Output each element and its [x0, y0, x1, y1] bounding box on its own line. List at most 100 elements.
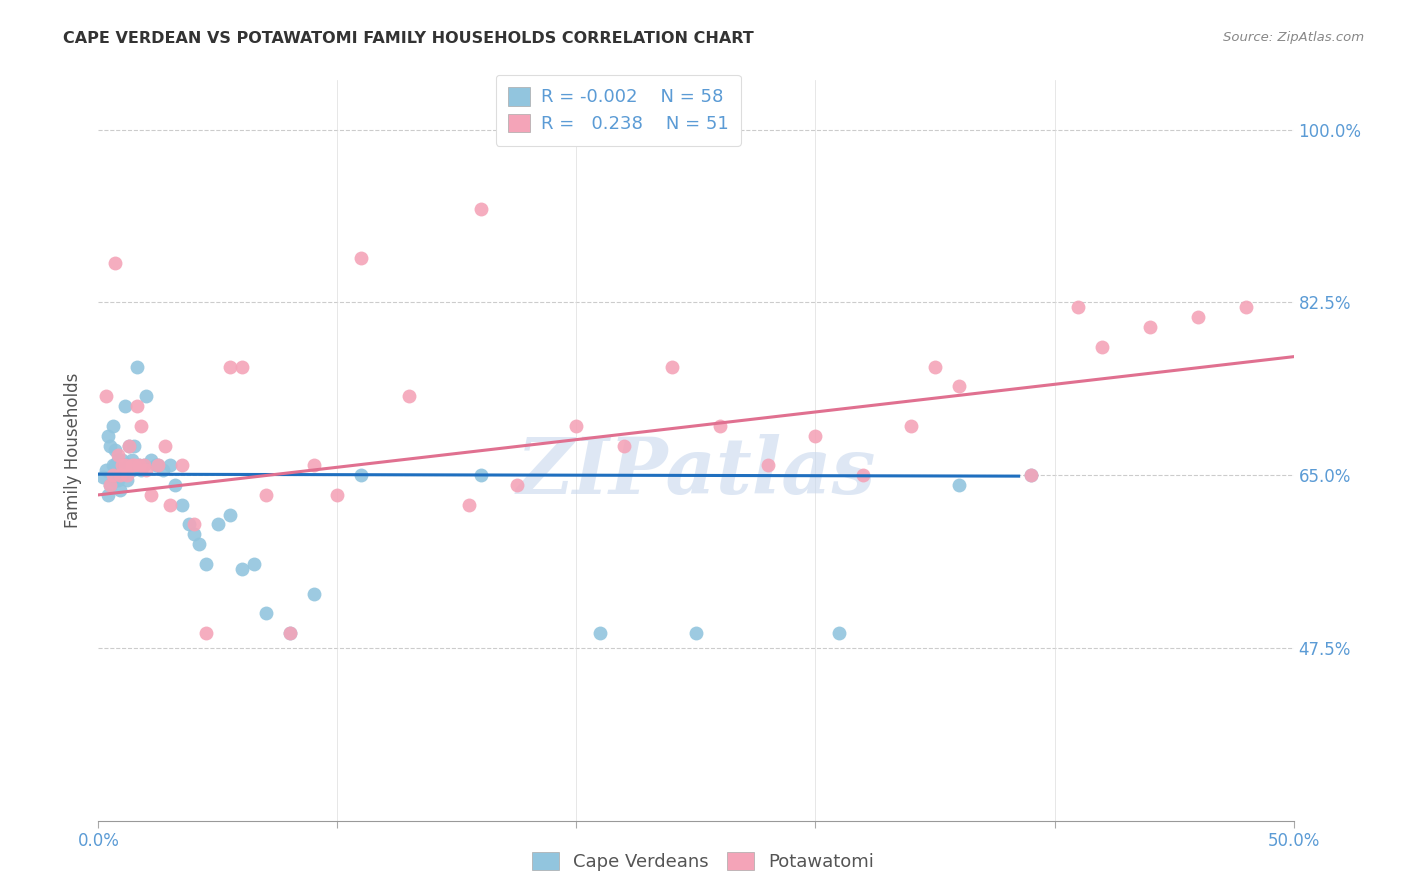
Point: [148, 458, 170, 473]
Legend: R = -0.002    N = 58, R =   0.238    N = 51: R = -0.002 N = 58, R = 0.238 N = 51: [495, 75, 741, 145]
Point: [111, 458, 134, 473]
Point: [125, 399, 148, 413]
Point: [243, 557, 266, 571]
Point: [107, 449, 129, 463]
Point: [118, 438, 141, 452]
Point: [145, 458, 167, 473]
Point: [135, 463, 157, 477]
Point: [159, 498, 181, 512]
Point: [124, 438, 146, 452]
Point: [1067, 301, 1090, 315]
Point: [104, 458, 127, 473]
Point: [104, 443, 127, 458]
Point: [128, 458, 150, 473]
Point: [94, 389, 117, 403]
Point: [470, 468, 492, 483]
Point: [152, 463, 174, 477]
Point: [231, 562, 253, 576]
Text: CAPE VERDEAN VS POTAWATOMI FAMILY HOUSEHOLDS CORRELATION CHART: CAPE VERDEAN VS POTAWATOMI FAMILY HOUSEH…: [63, 31, 754, 46]
Point: [107, 473, 129, 487]
Point: [172, 458, 194, 473]
Point: [350, 468, 373, 483]
Point: [470, 202, 492, 216]
Point: [948, 379, 970, 393]
Point: [852, 468, 875, 483]
Point: [101, 468, 124, 483]
Point: [121, 463, 143, 477]
Point: [111, 458, 134, 473]
Point: [804, 428, 827, 442]
Point: [124, 458, 146, 473]
Point: [326, 488, 349, 502]
Point: [97, 428, 120, 442]
Point: [900, 418, 922, 433]
Point: [97, 488, 120, 502]
Point: [183, 527, 205, 541]
Point: [506, 478, 529, 492]
Point: [1187, 310, 1209, 325]
Point: [207, 517, 229, 532]
Point: [398, 389, 420, 403]
Point: [114, 458, 136, 473]
Point: [159, 458, 181, 473]
Point: [131, 418, 153, 433]
Point: [135, 389, 157, 403]
Point: [756, 458, 779, 473]
Point: [104, 473, 127, 487]
Point: [107, 453, 129, 467]
Point: [1234, 301, 1257, 315]
Point: [139, 453, 162, 467]
Point: [350, 251, 373, 265]
Point: [91, 470, 114, 484]
Point: [118, 458, 141, 473]
Point: [458, 498, 481, 512]
Point: [302, 458, 325, 473]
Point: [219, 508, 242, 522]
Text: ZIPatlas: ZIPatlas: [516, 434, 876, 511]
Point: [1019, 468, 1042, 483]
Point: [163, 478, 186, 492]
Point: [302, 586, 325, 600]
Point: [107, 458, 129, 473]
Point: [1091, 340, 1114, 354]
Point: [128, 458, 150, 473]
Point: [613, 438, 636, 452]
Point: [111, 453, 134, 467]
Point: [254, 607, 277, 621]
Point: [115, 468, 138, 483]
Point: [565, 418, 588, 433]
Point: [108, 468, 131, 483]
Point: [709, 418, 731, 433]
Point: [589, 626, 612, 640]
Point: [98, 478, 122, 492]
Point: [125, 359, 148, 374]
Point: [118, 438, 141, 452]
Point: [104, 256, 127, 270]
Point: [172, 498, 194, 512]
Point: [114, 458, 136, 473]
Point: [219, 359, 242, 374]
Point: [98, 438, 122, 452]
Point: [179, 517, 201, 532]
Point: [278, 626, 301, 640]
Point: [94, 463, 117, 477]
Point: [278, 626, 301, 640]
Legend: Cape Verdeans, Potawatomi: Cape Verdeans, Potawatomi: [524, 845, 882, 879]
Point: [108, 463, 131, 477]
Point: [132, 458, 155, 473]
Text: Source: ZipAtlas.com: Source: ZipAtlas.com: [1223, 31, 1364, 45]
Point: [114, 399, 136, 413]
Point: [131, 463, 153, 477]
Point: [101, 418, 124, 433]
Point: [101, 458, 124, 473]
Point: [108, 483, 131, 497]
Point: [1139, 320, 1161, 334]
Point: [195, 626, 218, 640]
Point: [195, 557, 218, 571]
Point: [231, 359, 253, 374]
Point: [685, 626, 707, 640]
Y-axis label: Family Households: Family Households: [65, 373, 83, 528]
Point: [661, 359, 683, 374]
Point: [115, 458, 138, 473]
Point: [1019, 468, 1042, 483]
